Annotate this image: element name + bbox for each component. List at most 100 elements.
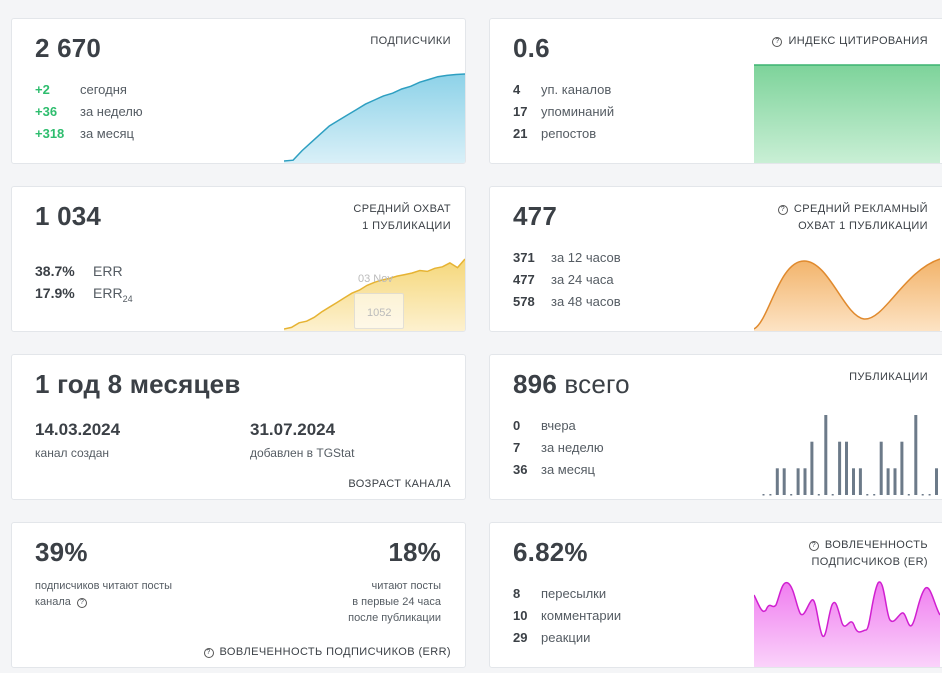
subscribers-chart (284, 73, 465, 163)
er-rows: 8 пересылки 10 комментарии 29 реакции (513, 583, 621, 649)
ad-reach-area (754, 259, 940, 331)
age-caption: ВОЗРАСТ КАНАЛА (348, 478, 451, 490)
posts-bar (858, 468, 862, 495)
er-row-forwards: 8 пересылки (513, 586, 607, 601)
question-circle-icon[interactable]: ? (772, 37, 783, 47)
citation-row-reposts: 21 репостов (513, 126, 597, 141)
er-row-comments: 10 комментарии (513, 608, 622, 623)
er-card[interactable]: 6.82% ? ВОВЛЕЧЕННОСТЬ ПОДПИСЧИКОВ (ER) 8 пе… (489, 522, 942, 668)
citation-area (754, 65, 940, 163)
posts-bar (838, 441, 842, 495)
posts-bar (886, 468, 890, 495)
citation-rows: 4 уп. каналов 17 упоминаний 21 репостов (513, 79, 614, 145)
posts-rows: 0 вчера 7 за неделю 36 за месяц (513, 415, 604, 481)
question-circle-icon[interactable]: ? (777, 205, 788, 215)
subscribers-row-today: +2 сегодня (35, 82, 127, 97)
posts-bar-zero (831, 494, 834, 496)
posts-row-week: 7 за неделю (513, 440, 604, 455)
ad-reach-chart (754, 258, 940, 331)
created-label: канал создан (35, 446, 110, 460)
reach-caption: СРЕДНИЙ ОХВАТ 1 ПУБЛИКАЦИИ (353, 203, 451, 232)
posts-bar (775, 468, 779, 495)
err-text-24h: читают посты в первые 24 часа после публик… (348, 580, 441, 624)
posts-value: 896 всего (513, 369, 630, 399)
citation-caption: ? ИНДЕКС ЦИТИРОВАНИЯ (772, 33, 928, 50)
posts-bar-zero (921, 494, 924, 496)
subscribers-row-month: +318 за месяц (35, 126, 134, 141)
subscribers-rows: +2 сегодня +36 за неделю +318 за месяц (35, 79, 143, 145)
posts-bar (796, 468, 800, 495)
posts-bar-zero (866, 494, 869, 496)
subscribers-line (284, 73, 465, 162)
posts-bar-zero (817, 494, 820, 496)
subscribers-area (284, 74, 465, 163)
err-value-24h: 18% (388, 537, 441, 567)
posts-bar-zero (790, 494, 793, 496)
posts-bar-zero (873, 494, 876, 496)
posts-bar-zero (769, 494, 772, 496)
posts-chart (762, 415, 938, 496)
question-circle-icon[interactable]: ? (76, 598, 87, 608)
question-circle-icon[interactable]: ? (203, 648, 214, 658)
citation-card[interactable]: 0.6 ? ИНДЕКС ЦИТИРОВАНИЯ 4 уп. каналов 17 у… (489, 18, 942, 164)
ad-reach-caption: ? СРЕДНИЙ РЕКЛАМНЫЙ ОХВАТ 1 ПУБЛИКАЦИИ (777, 201, 928, 235)
reach-tooltip-date: 03 Nov (358, 273, 393, 285)
ad-reach-row-12h: 371 за 12 часов (513, 250, 621, 265)
ad-reach-card[interactable]: 477 ? СРЕДНИЙ РЕКЛАМНЫЙ ОХВАТ 1 ПУБЛИКАЦИИ… (489, 186, 942, 332)
reach-line (284, 258, 465, 330)
er-chart (754, 581, 940, 667)
err-card[interactable]: 39% подписчиков читают посты канала ? 18%… (11, 522, 466, 668)
question-circle-icon[interactable]: ? (808, 541, 819, 551)
posts-card[interactable]: 896 всего ПУБЛИКАЦИИ 0 вчера 7 за неделю 3… (489, 354, 942, 500)
er-caption: ? ВОВЛЕЧЕННОСТЬ ПОДПИСЧИКОВ (ER) (808, 537, 928, 571)
posts-caption: ПУБЛИКАЦИИ (849, 371, 928, 383)
reach-value: 1 034 (35, 201, 102, 231)
posts-bar (914, 415, 918, 495)
er-line (754, 581, 940, 638)
posts-bar (782, 468, 786, 495)
ad-reach-row-24h: 477 за 24 часа (513, 272, 614, 287)
posts-bar (845, 441, 848, 495)
citation-row-mentions: 17 упоминаний (513, 104, 615, 119)
reach-err-rows: 38.7% ERR 17.9% ERR24 (35, 260, 133, 310)
age-value: 1 год 8 месяцев (35, 369, 241, 399)
err-text-total: подписчиков читают посты канала ? (35, 580, 173, 608)
ad-reach-rows: 371 за 12 часов 477 за 24 часа 578 за 48 ча… (513, 247, 621, 313)
posts-bar-zero (928, 494, 931, 496)
age-card[interactable]: 1 год 8 месяцев 14.03.2024 канал создан … (11, 354, 466, 500)
er-row-reactions: 29 реакции (513, 630, 591, 645)
ad-reach-value: 477 (513, 201, 557, 231)
reach-card[interactable]: 1 034 СРЕДНИЙ ОХВАТ 1 ПУБЛИКАЦИИ 38.7% ERR… (11, 186, 466, 332)
reach-err24-row: 17.9% ERR24 (35, 285, 133, 304)
subscribers-caption: ПОДПИСЧИКИ (370, 35, 451, 47)
reach-err-row: 38.7% ERR (35, 263, 123, 279)
added-date: 31.07.2024 (250, 420, 336, 439)
ad-reach-row-48h: 578 за 48 часов (513, 294, 621, 309)
posts-row-month: 36 за месяц (513, 462, 595, 477)
reach-tooltip (354, 293, 404, 329)
posts-bar (824, 415, 828, 495)
posts-bar-zero (907, 494, 910, 496)
citation-value: 0.6 (513, 33, 550, 63)
citation-row-channels: 4 уп. каналов (513, 82, 612, 97)
subscribers-row-week: +36 за неделю (35, 104, 143, 119)
err-value-total: 39% (35, 537, 88, 567)
posts-bar (803, 468, 807, 495)
posts-bar (893, 468, 897, 495)
reach-tooltip-value: 1052 (367, 307, 392, 319)
posts-row-yesterday: 0 вчера (513, 418, 576, 433)
er-value: 6.82% (513, 537, 588, 567)
subscribers-card[interactable]: 2 670 ПОДПИСЧИКИ +2 сегодня +36 за неделю … (11, 18, 466, 164)
posts-bar (810, 441, 814, 495)
posts-bar (900, 441, 904, 495)
ad-reach-line (754, 258, 940, 330)
err-caption: ? ВОВЛЕЧЕННОСТЬ ПОДПИСЧИКОВ (ERR) (203, 644, 451, 661)
created-date: 14.03.2024 (35, 420, 121, 439)
posts-bar-zero (762, 494, 765, 496)
er-area (754, 581, 940, 667)
added-label: добавлен в TGStat (250, 446, 355, 460)
posts-bar (852, 468, 855, 495)
citation-chart (754, 64, 940, 163)
subscribers-value: 2 670 (35, 33, 102, 63)
posts-bar (935, 468, 938, 495)
